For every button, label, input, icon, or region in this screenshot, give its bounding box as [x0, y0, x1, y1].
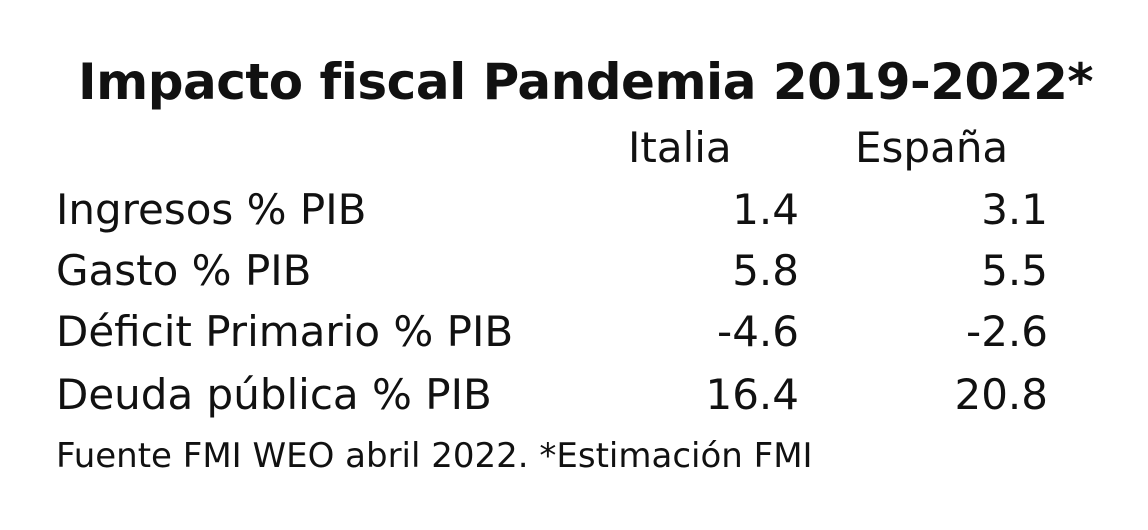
- table-row: Déficit Primario % PIB -4.6 -2.6: [0, 304, 1148, 360]
- column-header-italia: Italia: [628, 123, 732, 172]
- column-header-espana: España: [855, 123, 1009, 172]
- cell-espana: 5.5: [981, 246, 1048, 295]
- cell-espana: -2.6: [966, 307, 1048, 356]
- row-label: Deuda pública % PIB: [56, 370, 492, 419]
- table-row: Deuda pública % PIB 16.4 20.8: [0, 367, 1148, 423]
- source-note: Fuente FMI WEO abril 2022. *Estimación F…: [56, 436, 813, 476]
- cell-espana: 3.1: [981, 185, 1048, 234]
- cell-espana: 20.8: [954, 370, 1048, 419]
- table-row: Ingresos % PIB 1.4 3.1: [0, 182, 1148, 238]
- cell-italia: 1.4: [732, 185, 799, 234]
- row-label: Ingresos % PIB: [56, 185, 367, 234]
- table-title: Impacto fiscal Pandemia 2019-2022*: [78, 53, 1094, 111]
- row-label: Gasto % PIB: [56, 246, 312, 295]
- row-label: Déficit Primario % PIB: [56, 307, 514, 356]
- cell-italia: 5.8: [732, 246, 799, 295]
- cell-italia: -4.6: [717, 307, 799, 356]
- cell-italia: 16.4: [705, 370, 799, 419]
- table-row: Gasto % PIB 5.8 5.5: [0, 243, 1148, 299]
